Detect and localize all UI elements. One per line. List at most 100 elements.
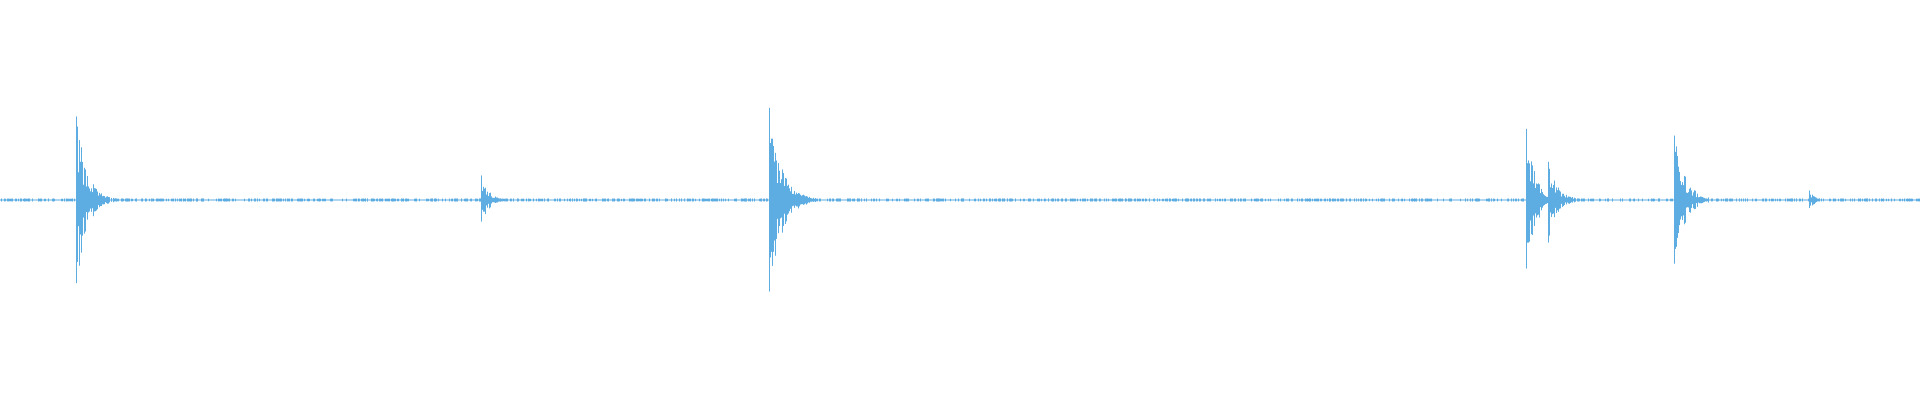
waveform-bar <box>617 198 618 202</box>
waveform-bar <box>1736 198 1737 202</box>
waveform-bar <box>1261 198 1262 202</box>
waveform-bar <box>811 198 812 202</box>
waveform-bar <box>1489 198 1490 202</box>
waveform-bar <box>1691 190 1692 209</box>
waveform-bar <box>452 198 453 202</box>
waveform-bar <box>1638 198 1639 202</box>
waveform-bar <box>1773 198 1774 202</box>
waveform-bar <box>1204 198 1205 202</box>
waveform-bar <box>1698 197 1699 203</box>
waveform-bar <box>1557 190 1558 211</box>
waveform-bar <box>735 198 736 202</box>
waveform-bar <box>1419 198 1420 202</box>
waveform-bar <box>1256 198 1257 202</box>
waveform-bar <box>782 169 783 233</box>
waveform-bar <box>746 198 747 202</box>
waveform-bar <box>772 138 773 266</box>
waveform-bar <box>687 198 688 202</box>
waveform-bar <box>596 198 597 202</box>
waveform-bar <box>1544 195 1545 205</box>
waveform-bar <box>1642 198 1643 202</box>
waveform-bar <box>106 196 107 204</box>
waveform-bar <box>1411 198 1412 202</box>
waveform-bar <box>1841 198 1842 202</box>
waveform-bar <box>638 198 639 202</box>
waveform-bar <box>190 198 191 202</box>
waveform-bar <box>142 198 143 202</box>
waveform-bar <box>1262 198 1263 202</box>
waveform-bar <box>456 198 457 202</box>
waveform-bar <box>1159 198 1160 202</box>
waveform-bar <box>132 198 133 202</box>
waveform-bar <box>974 198 975 202</box>
waveform-bar <box>387 198 388 202</box>
waveform-bar <box>569 198 570 202</box>
waveform-bar <box>308 198 309 202</box>
waveform-bar <box>259 198 260 202</box>
waveform-bar <box>1511 198 1512 202</box>
waveform-bar <box>297 198 298 202</box>
waveform-bar <box>1324 198 1325 202</box>
waveform-bar <box>98 195 99 206</box>
waveform-bar <box>153 198 154 202</box>
waveform-bar <box>792 193 793 207</box>
waveform-bar <box>1702 196 1703 204</box>
waveform-bar <box>1398 198 1399 202</box>
waveform-bar <box>1679 171 1680 226</box>
waveform-bar <box>1476 198 1477 202</box>
waveform-bar <box>1172 198 1173 202</box>
waveform-bar <box>279 198 280 202</box>
waveform-bar <box>276 198 277 202</box>
waveform-bar <box>1350 198 1351 202</box>
waveform-bar <box>1548 161 1549 243</box>
waveform-bar <box>1689 188 1690 213</box>
waveform-bar <box>1376 198 1377 202</box>
waveform-bar <box>940 198 941 202</box>
waveform-bar <box>887 198 888 202</box>
waveform-bar <box>64 198 65 202</box>
waveform-bar <box>589 198 590 202</box>
waveform-bar <box>1460 198 1461 202</box>
waveform-bar <box>1316 198 1317 202</box>
waveform-bar <box>248 198 249 202</box>
waveform-bar <box>273 198 274 202</box>
waveform-bar <box>1755 198 1756 202</box>
waveform-bar <box>1257 198 1258 202</box>
waveform-bar <box>465 198 466 202</box>
waveform-bar <box>467 198 468 202</box>
waveform-bar <box>805 196 806 204</box>
waveform-bar <box>435 198 436 202</box>
waveform-bar <box>415 198 416 202</box>
waveform-bar <box>925 198 926 202</box>
waveform-bar <box>1607 198 1608 202</box>
waveform-bar <box>1907 198 1908 202</box>
waveform-bar <box>522 198 523 202</box>
waveform-bar <box>342 198 343 202</box>
waveform-bar <box>102 196 103 205</box>
waveform-bar <box>693 198 694 202</box>
waveform-bar <box>1070 198 1071 202</box>
waveform-bar <box>715 198 716 202</box>
waveform-bar <box>438 198 439 202</box>
waveform-bar <box>1869 198 1870 202</box>
waveform-bar <box>1718 198 1719 202</box>
waveform-bar <box>449 198 450 202</box>
waveform-bar <box>657 198 658 202</box>
waveform-bar <box>1203 198 1204 202</box>
waveform-bar <box>853 198 854 202</box>
waveform-bar <box>1443 198 1444 202</box>
waveform-bar <box>1532 165 1533 235</box>
waveform-bar <box>208 198 209 202</box>
waveform-bar <box>163 198 164 202</box>
waveform-bar <box>1039 198 1040 202</box>
waveform-bar <box>1816 197 1817 203</box>
waveform-bar <box>809 196 810 203</box>
waveform-bar <box>1338 198 1339 202</box>
waveform-bar <box>789 188 790 212</box>
waveform-bar <box>380 198 381 202</box>
waveform-bar <box>1563 193 1564 207</box>
waveform-bar <box>125 198 126 202</box>
waveform-bar <box>613 198 614 202</box>
waveform-bar <box>197 198 198 202</box>
waveform-bar <box>374 198 375 202</box>
